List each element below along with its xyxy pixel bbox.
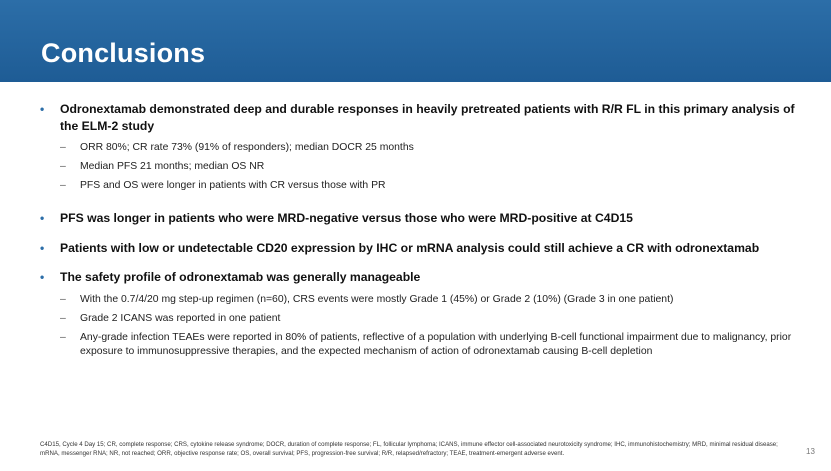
dash-marker: – <box>60 180 66 192</box>
sub-list: – ORR 80%; CR rate 73% (91% of responder… <box>40 141 810 193</box>
dash-marker: – <box>60 293 66 305</box>
conclusion-bullet: • PFS was longer in patients who were MR… <box>40 210 810 227</box>
conclusions-list: • Odronextamab demonstrated deep and dur… <box>40 101 810 364</box>
sub-bullet: – Median PFS 21 months; median OS NR <box>40 160 810 174</box>
conclusion-bullet: • Patients with low or undetectable CD20… <box>40 240 810 257</box>
dash-marker: – <box>60 331 66 343</box>
bullet-text: Patients with low or undetectable CD20 e… <box>60 240 760 255</box>
dash-marker: – <box>60 161 66 173</box>
bullet-text: Odronextamab demonstrated deep and durab… <box>60 102 795 133</box>
bullet-marker: • <box>40 240 45 255</box>
sub-bullet-text: Any-grade infection TEAEs were reported … <box>80 331 792 357</box>
sub-bullet: – PFS and OS were longer in patients wit… <box>40 179 810 193</box>
sub-bullet-text: Median PFS 21 months; median OS NR <box>80 161 265 173</box>
bullet-text: The safety profile of odronextamab was g… <box>60 270 421 285</box>
sub-bullet: – ORR 80%; CR rate 73% (91% of responder… <box>40 141 810 155</box>
bullet-marker: • <box>40 270 45 285</box>
abbreviations-footnote: C4D15, Cycle 4 Day 15; CR, complete resp… <box>40 441 778 457</box>
sub-list: – With the 0.7/4/20 mg step-up regimen (… <box>40 293 810 358</box>
title-bar: Conclusions <box>0 0 831 82</box>
sub-bullet-text: Grade 2 ICANS was reported in one patien… <box>80 312 281 324</box>
bullet-marker: • <box>40 102 45 116</box>
sub-bullet: – Any-grade infection TEAEs were reporte… <box>40 331 810 358</box>
conclusion-bullet: • Odronextamab demonstrated deep and dur… <box>40 101 810 134</box>
sub-bullet: – Grade 2 ICANS was reported in one pati… <box>40 312 810 326</box>
conclusion-bullet: • The safety profile of odronextamab was… <box>40 269 810 286</box>
sub-bullet: – With the 0.7/4/20 mg step-up regimen (… <box>40 293 810 307</box>
sub-bullet-text: With the 0.7/4/20 mg step-up regimen (n=… <box>80 293 674 305</box>
page-number: 13 <box>806 447 815 456</box>
dash-marker: – <box>60 312 66 324</box>
sub-bullet-text: ORR 80%; CR rate 73% (91% of responders)… <box>80 142 414 153</box>
bullet-text: PFS was longer in patients who were MRD-… <box>60 211 633 226</box>
page-title: Conclusions <box>41 38 206 68</box>
dash-marker: – <box>60 142 66 153</box>
bullet-marker: • <box>40 211 45 226</box>
sub-bullet-text: PFS and OS were longer in patients with … <box>80 180 386 192</box>
